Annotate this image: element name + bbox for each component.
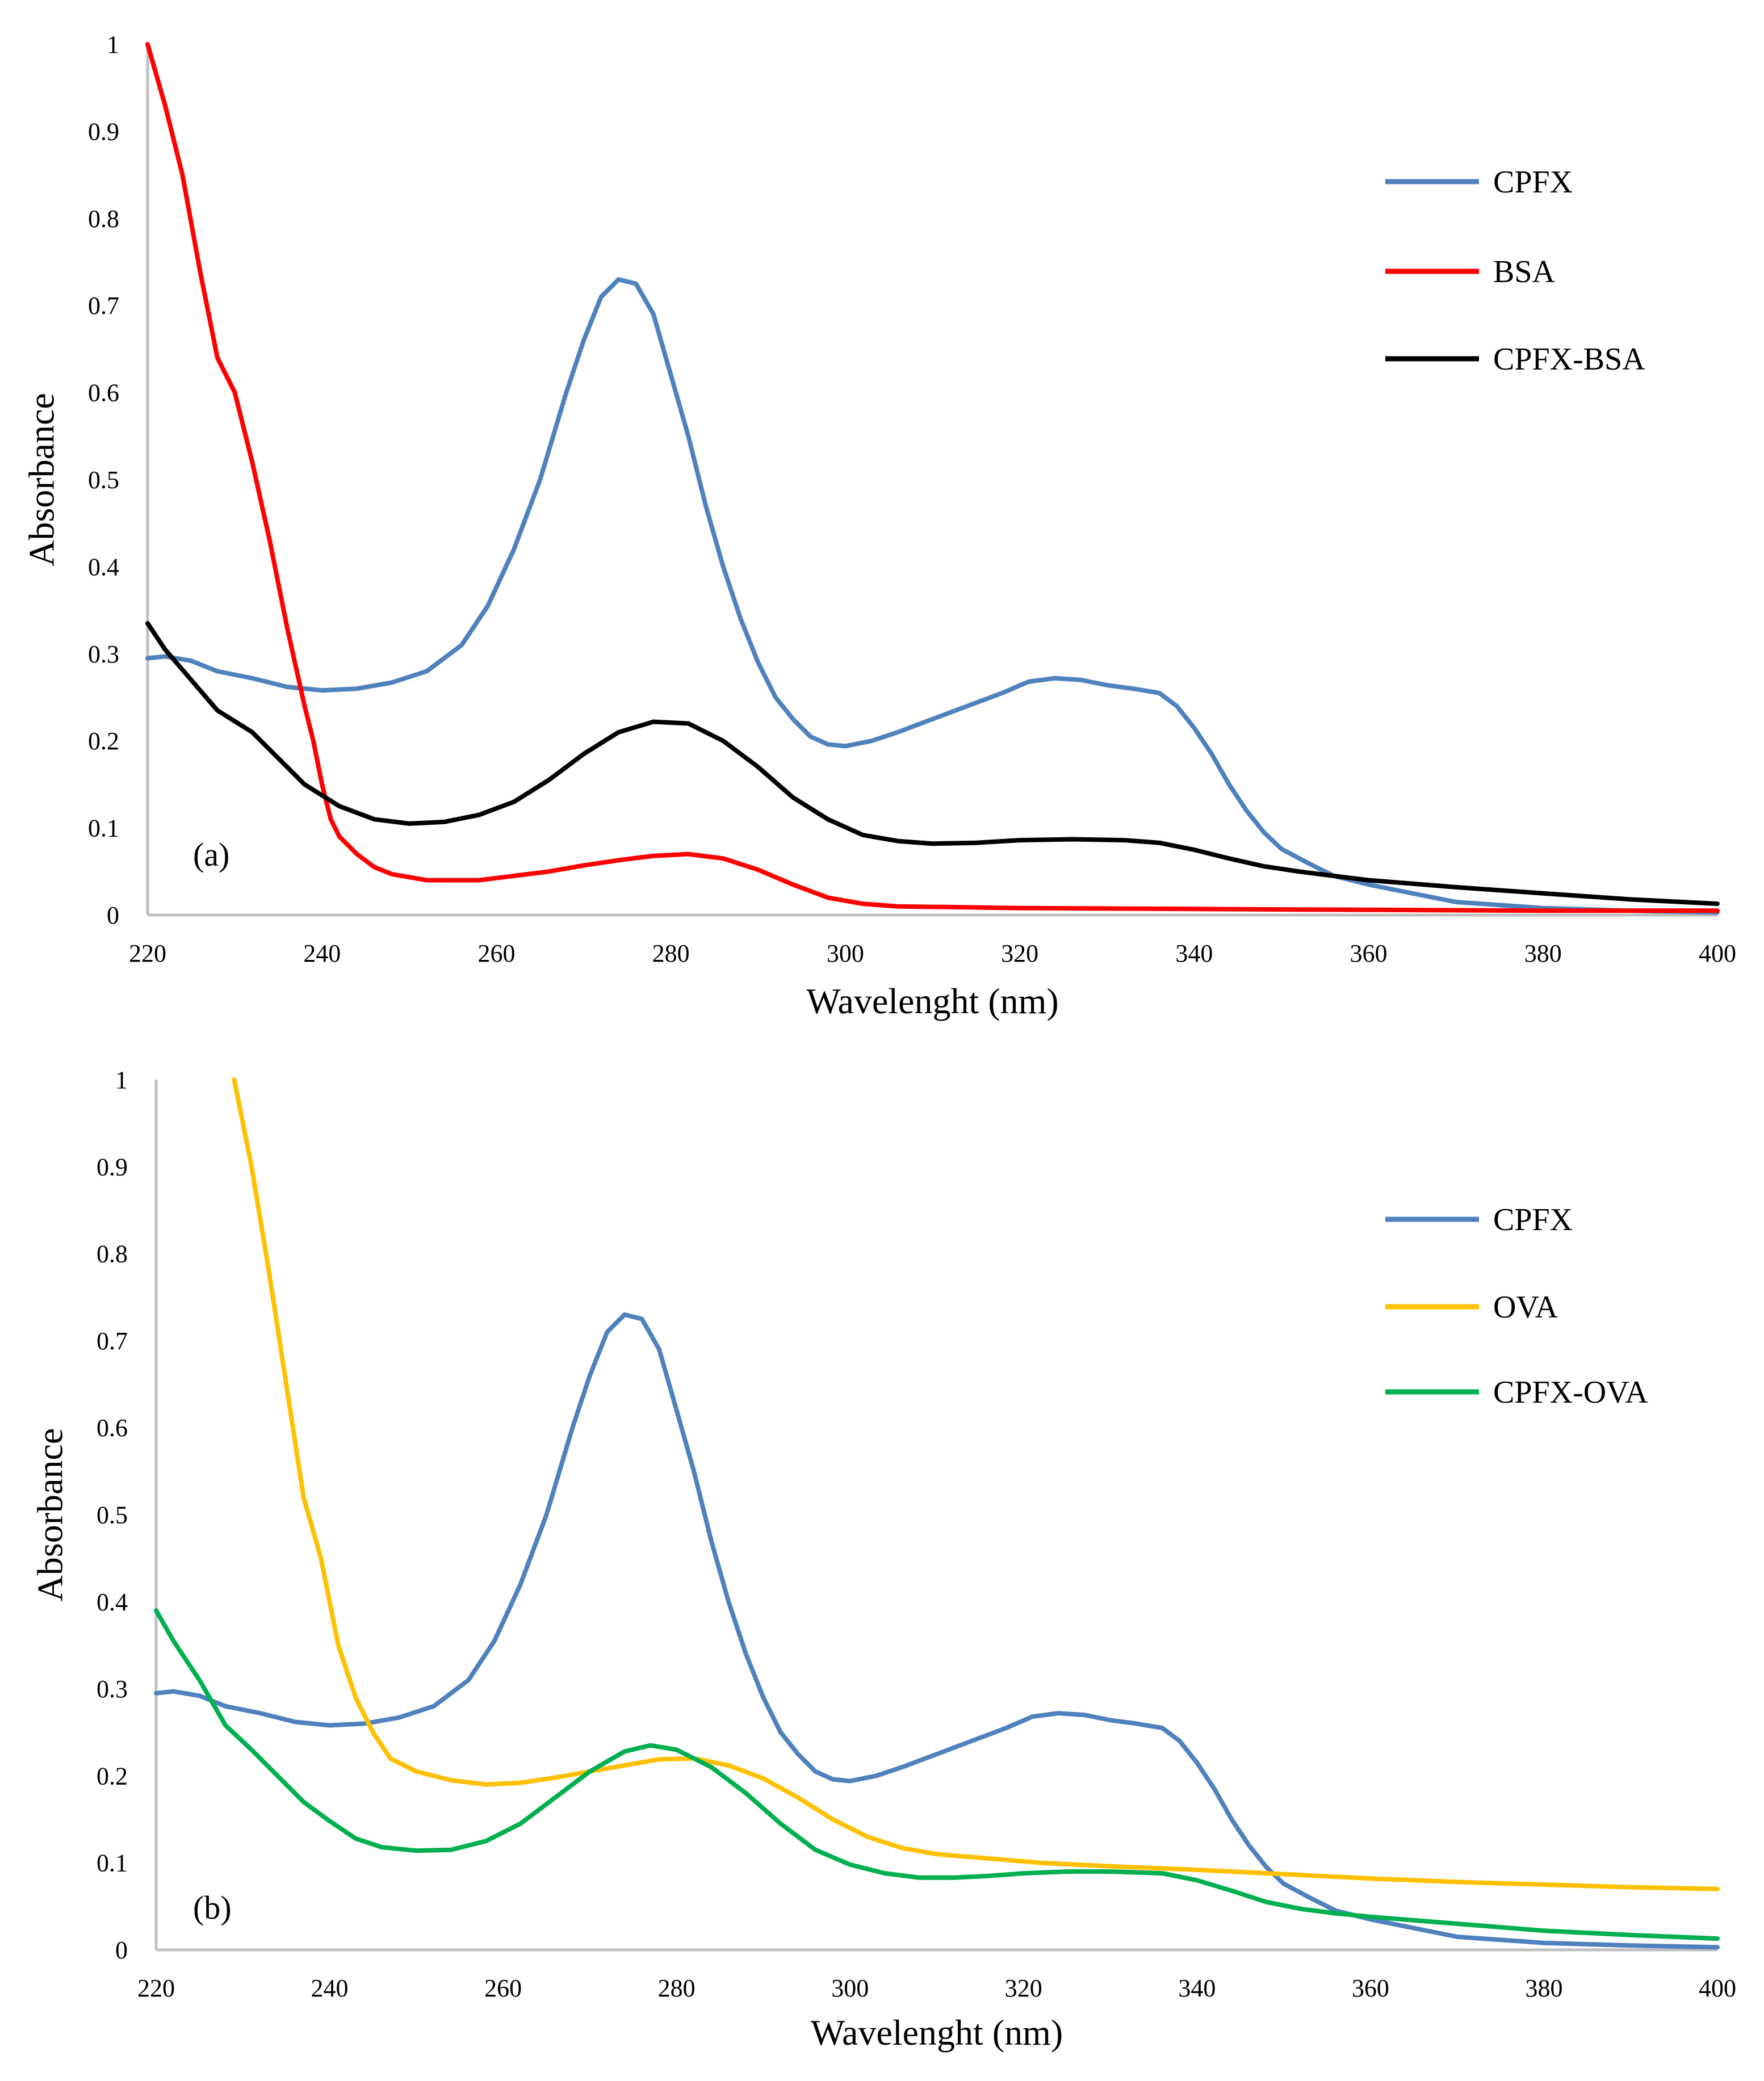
y-axis-title: Absorbance — [22, 393, 62, 567]
y-tick-label: 0.8 — [88, 205, 119, 233]
y-tick-label: 0.9 — [88, 118, 119, 145]
series-line-cpfx-ova — [154, 1608, 1720, 1941]
legend-label-cpfx-ova: CPFX-OVA — [1493, 1375, 1648, 1410]
x-tick-label: 300 — [831, 1974, 869, 2002]
series-line-cpfx-bsa — [145, 621, 1720, 907]
x-axis-title: Wavelenght (nm) — [811, 2012, 1063, 2053]
legend-label-cpfx: CPFX — [1493, 1202, 1573, 1237]
y-tick-label: 1 — [107, 31, 119, 58]
y-tick-label: 0.2 — [88, 727, 119, 755]
chart-panel-a: 0 0.1 0.2 0.3 0.4 0.5 0.6 0.7 0.8 0.9 1 220 240 260 28… — [22, 31, 1736, 1021]
legend-label-cpfx-bsa: CPFX-BSA — [1493, 342, 1645, 377]
x-tick-label: 320 — [1001, 939, 1038, 967]
y-tick-label: 0 — [107, 901, 119, 929]
y-tick-label: 0.4 — [97, 1588, 128, 1616]
x-tick-label: 360 — [1350, 939, 1388, 967]
y-tick-label: 0.8 — [97, 1240, 128, 1268]
legend-label-cpfx: CPFX — [1493, 165, 1573, 200]
x-tick-label: 260 — [477, 939, 515, 967]
y-axis-title: Absorbance — [30, 1428, 70, 1602]
y-tick-label: 0.4 — [88, 553, 119, 581]
x-tick-label: 400 — [1699, 939, 1736, 967]
y-tick-label: 0.1 — [97, 1849, 128, 1877]
y-tick-label: 0.2 — [97, 1762, 128, 1790]
x-axis-title: Wavelenght (nm) — [806, 981, 1058, 1021]
series-line-ova — [232, 1077, 1720, 1891]
x-tick-label: 380 — [1525, 1974, 1562, 2002]
series-line-cpfx — [154, 1312, 1720, 1950]
x-tick-label: 240 — [311, 1974, 349, 2002]
legend-label-bsa: BSA — [1493, 254, 1555, 290]
legend-label-ova: OVA — [1493, 1290, 1558, 1325]
x-tick-label: 360 — [1352, 1974, 1389, 2002]
y-tick-label: 1 — [115, 1066, 128, 1094]
panel-label: (a) — [193, 836, 229, 873]
x-tick-label: 340 — [1175, 939, 1213, 967]
y-tick-label: 0.1 — [88, 815, 119, 842]
x-tick-label: 320 — [1005, 1974, 1042, 2002]
x-tick-label: 380 — [1524, 939, 1562, 967]
y-tick-label: 0.6 — [88, 379, 119, 407]
x-tick-label: 220 — [129, 939, 166, 967]
y-tick-label: 0.7 — [97, 1327, 128, 1355]
panel-label: (b) — [193, 1889, 232, 1926]
y-tick-label: 0.5 — [88, 466, 119, 494]
y-tick-label: 0.5 — [97, 1501, 128, 1529]
x-tick-label: 280 — [658, 1974, 695, 2002]
y-tick-label: 0.9 — [97, 1153, 128, 1181]
x-tick-label: 300 — [827, 939, 864, 967]
y-tick-label: 0 — [115, 1936, 128, 1964]
series-line-bsa — [145, 42, 1720, 913]
y-tick-label: 0.6 — [97, 1414, 128, 1442]
x-tick-label: 340 — [1178, 1974, 1216, 2002]
x-tick-label: 280 — [652, 939, 690, 967]
series-line-cpfx — [145, 277, 1720, 915]
y-tick-label: 0.7 — [88, 292, 119, 320]
x-tick-label: 260 — [484, 1974, 522, 2002]
x-tick-label: 240 — [303, 939, 341, 967]
x-tick-label: 220 — [137, 1974, 175, 2002]
chart-panel-b: 0 0.1 0.2 0.3 0.4 0.5 0.6 0.7 0.8 0.9 1 220 240 260 28… — [30, 1066, 1736, 2053]
x-tick-label: 400 — [1699, 1974, 1736, 2002]
y-tick-label: 0.3 — [88, 640, 119, 668]
y-tick-label: 0.3 — [97, 1675, 128, 1703]
